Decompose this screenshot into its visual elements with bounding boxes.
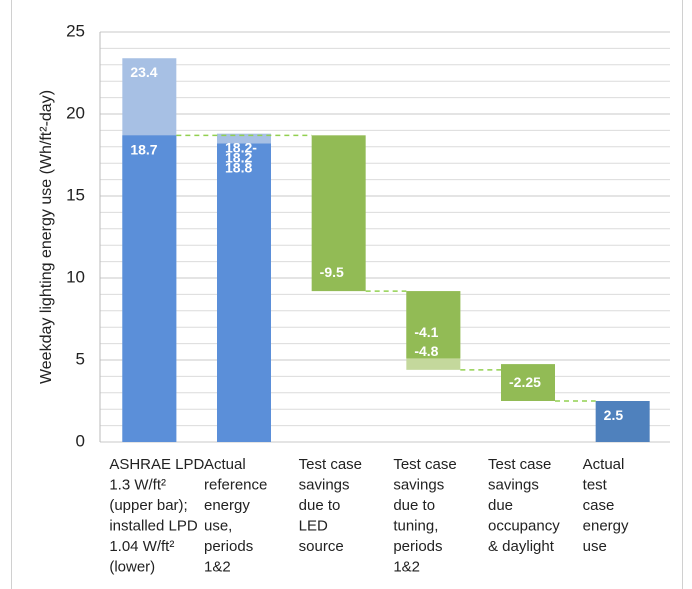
chart-frame bbox=[11, 0, 683, 589]
bar-segment bbox=[406, 291, 461, 359]
bar-segment bbox=[217, 143, 271, 442]
bar-segment bbox=[595, 401, 650, 442]
x-tick-label: Actual reference energy use, periods 1&2 bbox=[204, 456, 267, 576]
value-label: -4.8 bbox=[414, 343, 438, 359]
y-tick-label: 25 bbox=[66, 21, 85, 40]
y-axis-label: Weekday lighting energy use (Wh/ft²-day) bbox=[38, 90, 55, 384]
value-label: 2.5 bbox=[604, 407, 624, 423]
value-label: 18.7 bbox=[130, 141, 157, 157]
x-tick-label: Test case savings due to LED source bbox=[299, 456, 362, 555]
x-tick-label: Actual test case energy use bbox=[583, 456, 629, 555]
x-tick-label: Test case savings due occupancy & daylight bbox=[488, 456, 560, 555]
y-tick-label: 20 bbox=[66, 103, 85, 122]
y-tick-label: 5 bbox=[76, 349, 85, 368]
x-tick-label: ASHRAE LPD 1.3 W/ft² (upper bar); installed… bbox=[109, 456, 204, 576]
value-label: -9.5 bbox=[320, 264, 344, 280]
y-tick-label: 0 bbox=[76, 431, 85, 450]
value-label: 18.2-18.8 bbox=[225, 139, 257, 175]
value-label: 18.2 bbox=[225, 149, 252, 165]
value-label: -4.1 bbox=[414, 324, 438, 340]
bar-segment bbox=[501, 364, 555, 401]
y-tick-label: 10 bbox=[66, 267, 85, 286]
bar-segment bbox=[122, 135, 177, 442]
x-tick-label: Test case savings due to tuning, periods 1&2 bbox=[393, 456, 456, 576]
y-tick-label: 15 bbox=[66, 185, 85, 204]
value-label: 23.4 bbox=[130, 64, 157, 80]
bar-segment bbox=[311, 135, 366, 292]
value-label: -2.25 bbox=[509, 374, 541, 390]
